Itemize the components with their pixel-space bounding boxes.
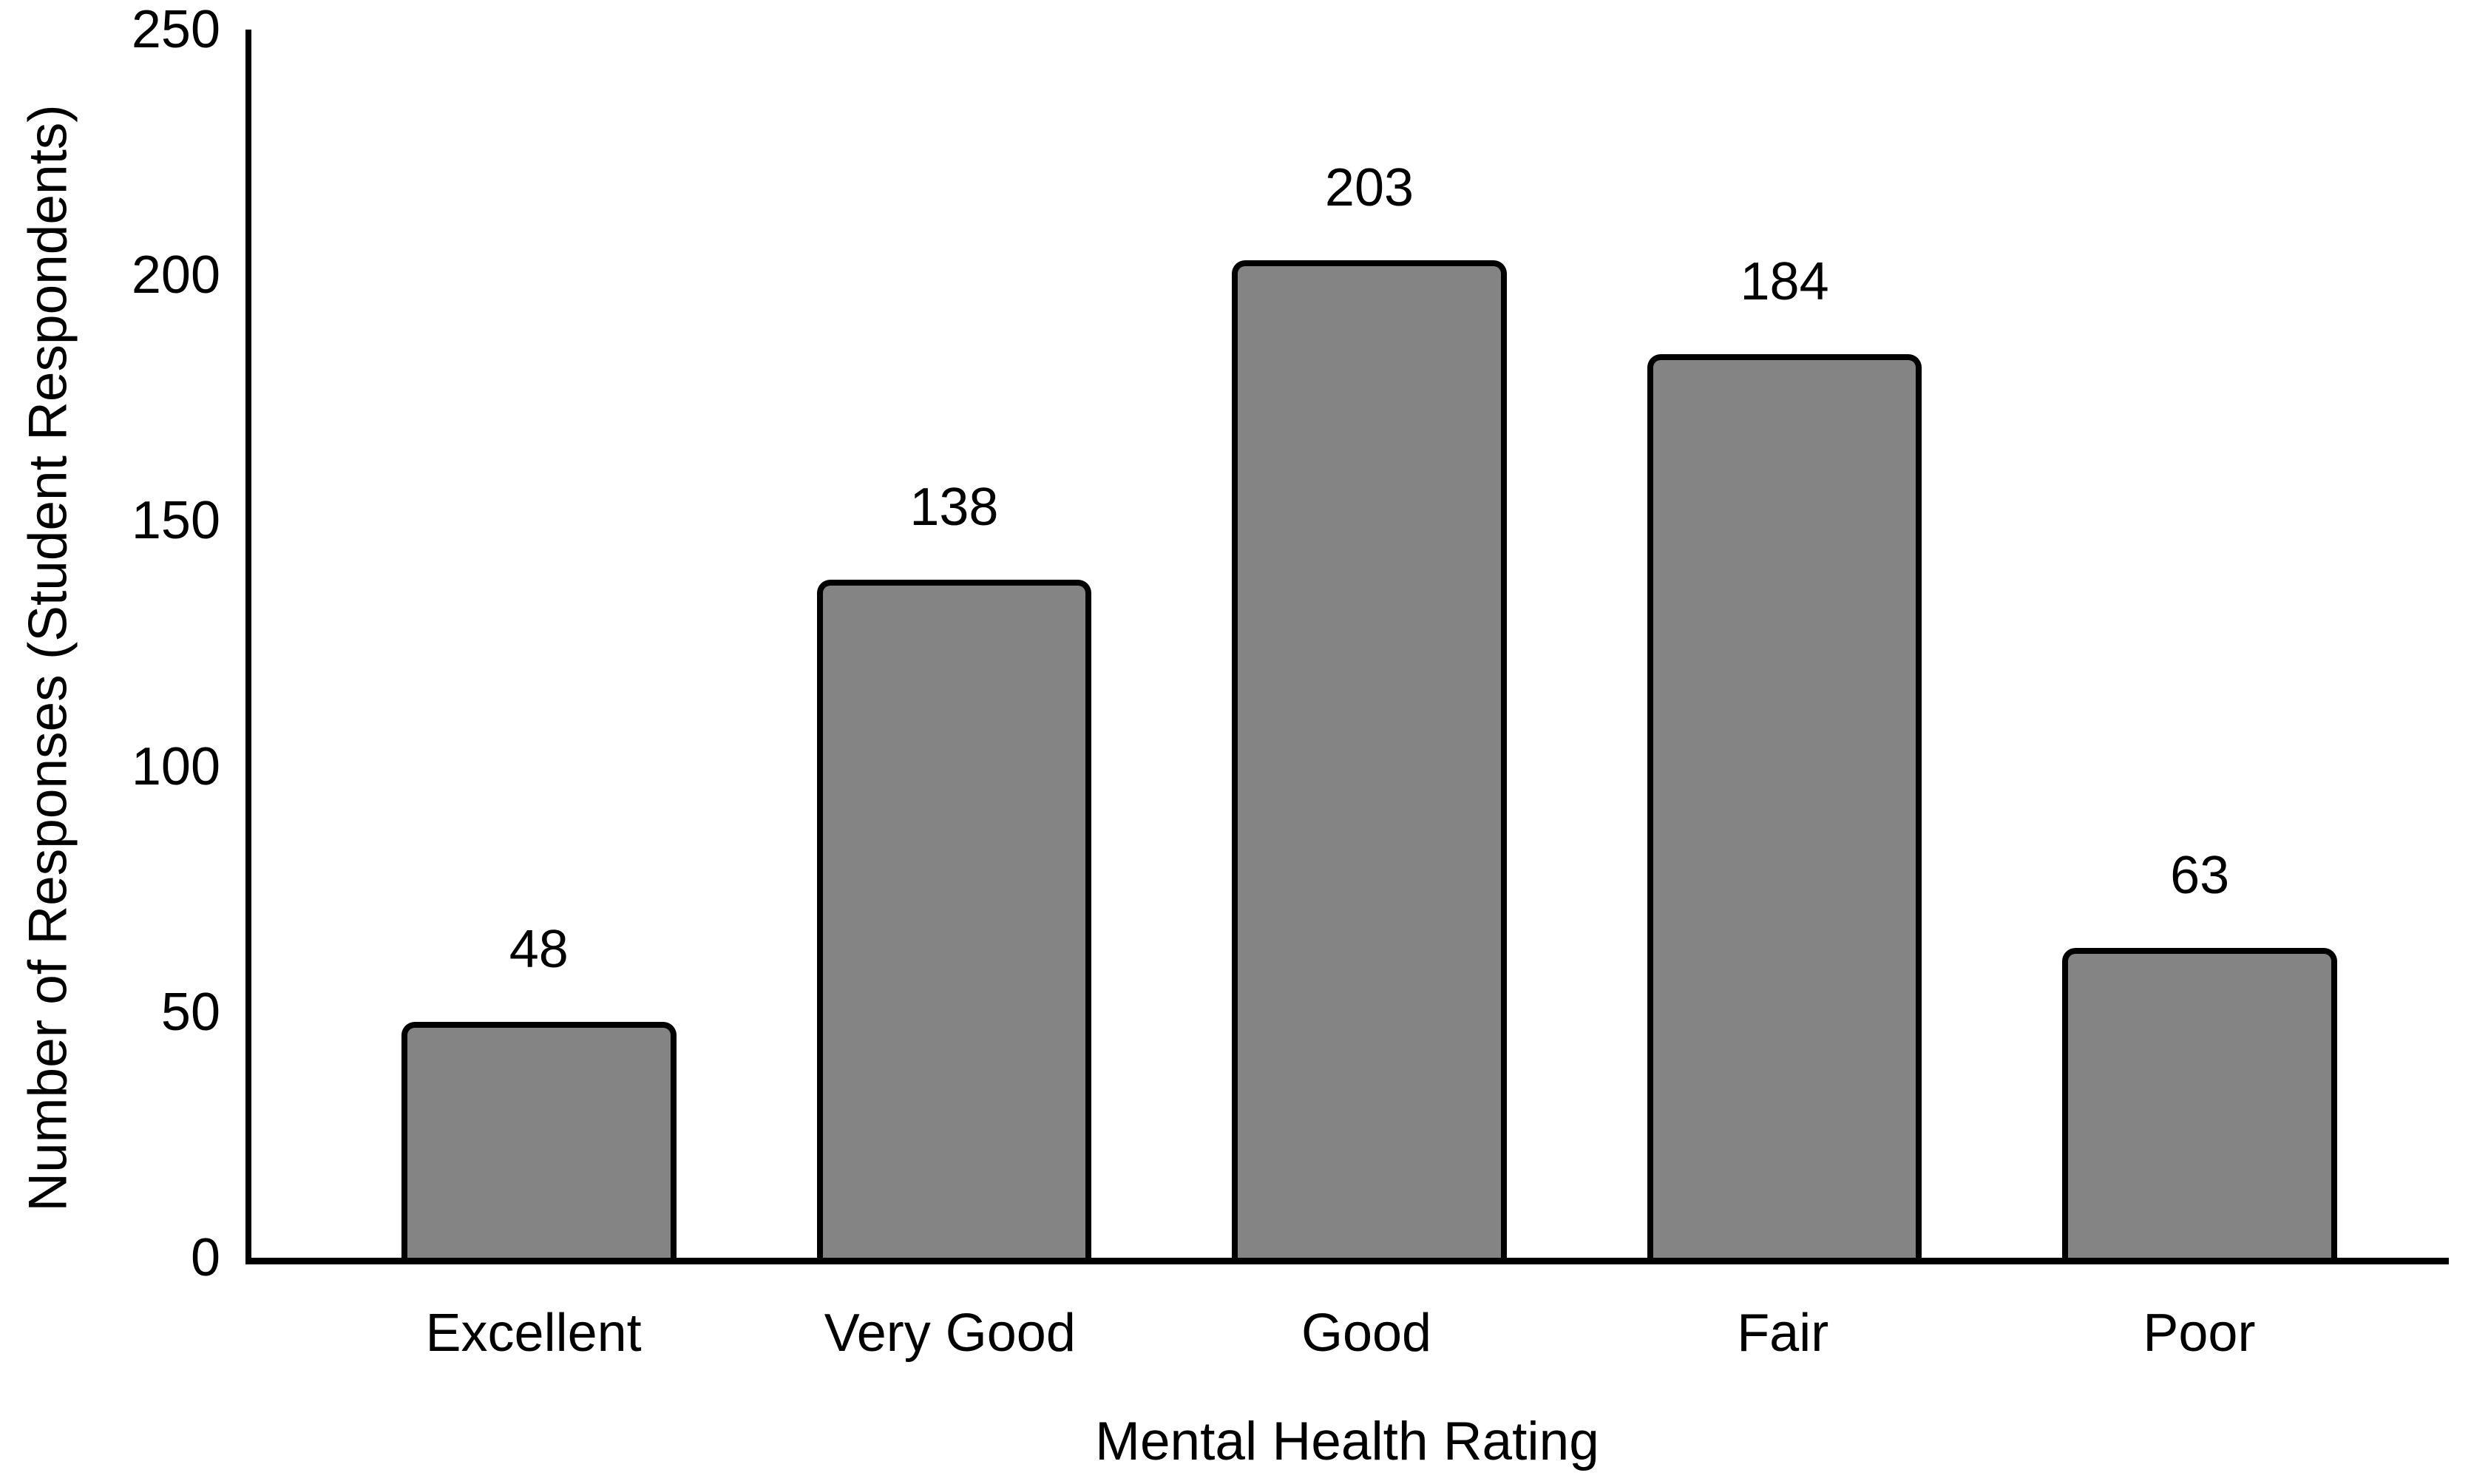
y-tick-labels: 0 50 100 150 200 250 [132, 3, 2449, 1284]
bar-slot: 138 [816, 30, 1092, 1258]
y-tick-label: 50 [160, 982, 220, 1042]
y-tick-label: 100 [131, 736, 220, 796]
category-label-good: Good [1301, 1304, 1432, 1363]
bar-value-label: 203 [1324, 158, 1414, 218]
bar-good [1232, 260, 1507, 1258]
y-tick-label: 250 [131, 0, 220, 59]
y-axis-title: Number of Responses (Student Respondents… [18, 104, 79, 1212]
category-label-fair: Fair [1737, 1304, 1829, 1363]
bar-poor [2062, 948, 2337, 1258]
bar-fair [1647, 353, 1922, 1258]
y-tick-label: 150 [131, 491, 220, 551]
bar-very-good [816, 580, 1092, 1258]
bar-slot: 48 [401, 30, 677, 1258]
y-tick-label: 200 [131, 245, 220, 305]
y-axis-title-wrap: Number of Responses (Student Respondents… [0, 0, 98, 1316]
plot-area: 0 50 100 150 200 250 48 138 203 184 63 [132, 3, 2449, 1284]
bar-excellent [401, 1022, 677, 1258]
category-label-poor: Poor [2143, 1304, 2256, 1363]
bar-value-label: 63 [2170, 846, 2230, 906]
y-tick-label: 0 [190, 1228, 220, 1287]
category-label-very-good: Very Good [824, 1304, 1076, 1363]
bar-slot: 63 [2062, 30, 2337, 1258]
bars-row: 48 138 203 184 63 [251, 30, 2449, 1258]
bar-value-label: 184 [1740, 251, 1829, 311]
category-label-excellent: Excellent [425, 1304, 642, 1363]
category-labels-row: Excellent Very Good Good Fair Poor [245, 1271, 2449, 1360]
bar-slot: 203 [1232, 30, 1507, 1258]
bar-value-label: 48 [509, 920, 569, 980]
bar-value-label: 138 [909, 478, 999, 538]
x-axis-title: Mental Health Rating [1095, 1412, 1599, 1471]
bar-slot: 184 [1647, 30, 1922, 1258]
